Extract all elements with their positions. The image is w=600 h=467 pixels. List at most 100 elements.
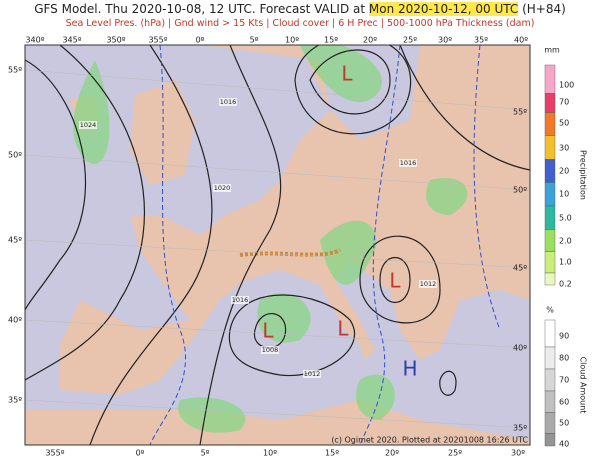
graticule	[25, 69, 530, 429]
precip-swatch	[544, 229, 556, 252]
isobar-label: 1008	[262, 346, 279, 354]
cloud-unit: %	[546, 306, 554, 315]
land	[25, 400, 530, 445]
lat-label: 55º	[513, 108, 527, 117]
map-area	[25, 45, 530, 445]
isobar-label: 1012	[420, 280, 437, 288]
lon-label: 345º	[62, 36, 81, 45]
precip-swatch	[544, 251, 556, 274]
lon-label: 5º	[201, 449, 210, 458]
precip-label: 10	[559, 190, 569, 199]
title: GFS Model. Thu 2020-10-08, 12 UTC. Forec…	[0, 2, 600, 16]
lon-label: 0º	[196, 36, 205, 45]
thickness-lines	[149, 45, 501, 445]
precip-label: 20	[559, 167, 569, 176]
lat-label: 50º	[8, 151, 22, 160]
cloud-swatch	[544, 346, 556, 370]
precip-label: 2.0	[559, 237, 572, 246]
lon-label: 5º	[250, 36, 259, 45]
lat-label: 35º	[8, 396, 22, 405]
lon-label: 10º	[285, 36, 299, 45]
precip-label: 50	[559, 119, 569, 128]
precip-label: 100	[559, 81, 574, 90]
isobar-label-bg	[231, 296, 249, 304]
lat-label: 45º	[8, 236, 22, 245]
pressure-center: L	[341, 62, 353, 86]
pressure-center: L	[262, 319, 274, 343]
lon-label: 355º	[45, 449, 64, 458]
precip-swatch	[544, 159, 556, 183]
precip-swatch	[544, 64, 556, 94]
map-border	[24, 44, 531, 446]
pressure-center: H	[402, 357, 417, 381]
cloud-swatch	[544, 412, 556, 434]
precip-label: 1.0	[559, 258, 572, 267]
lon-label: 20º	[363, 36, 377, 45]
cloud-swatch	[544, 390, 556, 413]
lon-label: 15º	[325, 449, 339, 458]
land	[60, 45, 530, 395]
isobar-label: 1012	[304, 370, 321, 378]
lat-label: 45º	[513, 264, 527, 273]
precip-title: Precipitation	[579, 150, 588, 200]
isobar-label-bg	[213, 184, 231, 192]
isobar-label-bg	[399, 159, 417, 167]
isobar-label: 1016	[400, 159, 417, 167]
isobar-label-bg	[261, 346, 279, 354]
lat-label: 40º	[8, 316, 22, 325]
precip-label: 30	[559, 144, 569, 153]
isobar-label: 1016	[220, 98, 237, 106]
title-valid: Mon 2020-10-12, 00 UTC	[368, 2, 519, 16]
cloud-label: 50	[559, 419, 569, 428]
lon-label: 25º	[448, 449, 462, 458]
lat-label: 35º	[513, 424, 527, 433]
lon-label: 15º	[324, 36, 338, 45]
lon-label: 35º	[474, 36, 488, 45]
isobar-label-bg	[219, 98, 237, 106]
cloud-label: 40	[559, 440, 569, 449]
cloud-label: 80	[559, 354, 569, 363]
subtitle: Sea Level Pres. (hPa) | Gnd wind > 15 Kt…	[65, 18, 535, 29]
precip-swatch	[544, 272, 556, 286]
cloud-swatch	[544, 368, 556, 392]
credit: (c) Ogimet 2020. Plotted at 20201008 16:…	[331, 436, 528, 445]
precip-label: 70	[559, 98, 569, 107]
precip-swatch	[544, 205, 556, 230]
precip-swatch	[544, 135, 556, 160]
precip-swatch	[544, 112, 556, 136]
lon-label: 30º	[511, 449, 525, 458]
title-prefix: GFS Model. Thu 2020-10-08, 12 UTC. Forec…	[34, 2, 366, 16]
isobar-label: 1024	[80, 121, 97, 129]
lon-label: 355º	[148, 36, 167, 45]
cloud-swatch	[544, 433, 556, 447]
precip-unit: mm	[544, 46, 560, 55]
precip-swatch	[544, 182, 556, 207]
isobar-label: 1020	[214, 184, 231, 192]
lon-label: 0º	[136, 449, 145, 458]
lat-label: 55º	[8, 66, 22, 75]
lon-label: 340º	[25, 36, 44, 45]
wind-barbs	[239, 248, 341, 257]
isobar-label-bg	[79, 121, 97, 129]
precip-label: 5.0	[559, 214, 572, 223]
lon-label: 30º	[438, 36, 452, 45]
title-suffix: (H+84)	[522, 2, 566, 16]
pressure-center: L	[389, 269, 401, 293]
cloud-swatch	[544, 319, 556, 348]
lon-label: 25º	[403, 36, 417, 45]
lon-label: 350º	[106, 36, 125, 45]
isobar-label: 1016	[232, 296, 249, 304]
isobar-label-bg	[419, 280, 437, 288]
lon-label: 10º	[263, 449, 277, 458]
land	[130, 80, 195, 185]
cloud-label: 70	[559, 376, 569, 385]
precip-label: 0.2	[559, 280, 572, 289]
lat-label: 50º	[513, 186, 527, 195]
lon-label: 20º	[385, 449, 399, 458]
lat-label: 40º	[513, 344, 527, 353]
isobar-label-bg	[303, 370, 321, 378]
cloud-label: 60	[559, 398, 569, 407]
cloud-title: Cloud Amount	[579, 357, 588, 414]
cloud-label: 90	[559, 332, 569, 341]
